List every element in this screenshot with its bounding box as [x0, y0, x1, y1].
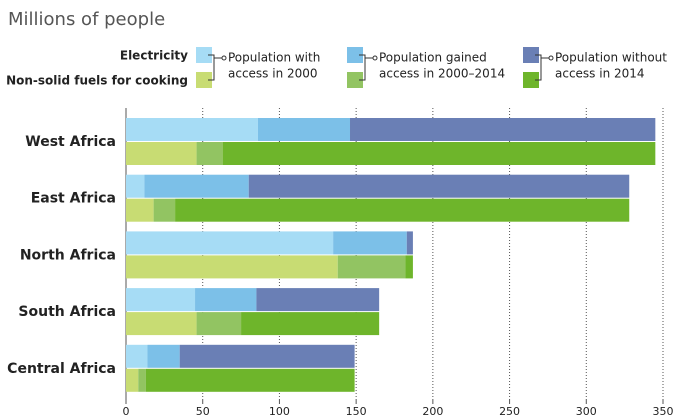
legend-connector	[535, 54, 549, 81]
legend-connector-dot	[372, 55, 378, 61]
category-label: East Africa	[31, 191, 116, 207]
category-label: South Africa	[18, 304, 116, 320]
bar-segment	[256, 288, 380, 312]
legend-connector-dot	[221, 55, 227, 61]
bar-segment	[126, 174, 145, 198]
x-tick-label: 350	[653, 405, 674, 418]
legend-swatch	[523, 47, 539, 63]
legend-label: Population gained	[379, 51, 487, 65]
bar-segment	[405, 255, 413, 279]
bar-segment	[153, 198, 176, 222]
bar-segment	[241, 312, 380, 336]
x-tick-label: 200	[422, 405, 443, 418]
legend-connector	[208, 54, 222, 81]
bar-segment	[248, 174, 630, 198]
legend-swatch	[523, 72, 539, 88]
x-tick-label: 50	[196, 405, 210, 418]
legend-swatch	[347, 72, 363, 88]
chart-title: Millions of people	[8, 9, 165, 30]
bar-segment	[222, 142, 656, 165]
legend-label: Population without	[555, 51, 667, 65]
legend-swatch	[196, 72, 212, 88]
bar-segment	[147, 344, 180, 368]
bar-segment	[126, 142, 197, 165]
x-tick-label: 0	[123, 405, 130, 418]
bar-segment	[337, 255, 406, 279]
x-tick-label: 150	[346, 405, 367, 418]
legend-label: Population with	[228, 51, 320, 65]
bar-segment	[138, 368, 146, 392]
legend-group-label: Non-solid fuels for cooking	[6, 74, 188, 88]
legend-label: access in 2000	[228, 67, 318, 81]
bar-segment	[126, 231, 334, 255]
bar-segment	[196, 142, 223, 165]
legend-connector-dot	[548, 55, 554, 61]
bar-segment	[126, 118, 258, 141]
bar-segment	[126, 288, 196, 312]
legend-group-label: Electricity	[120, 49, 188, 63]
category-label: Central Africa	[7, 361, 116, 377]
bar-segment	[126, 198, 154, 222]
legend-label: access in 2000–2014	[379, 67, 505, 81]
bar-segment	[175, 198, 630, 222]
bar-segment	[195, 288, 257, 312]
bar-segment	[144, 174, 249, 198]
bar-segment	[350, 118, 656, 141]
legend-connector	[359, 54, 373, 81]
bar-segment	[126, 344, 148, 368]
bar-segment	[257, 118, 351, 141]
bar-segment	[333, 231, 407, 255]
x-tick-label: 250	[499, 405, 520, 418]
x-tick-label: 100	[269, 405, 290, 418]
category-label: West Africa	[25, 134, 116, 150]
bar-segment	[126, 368, 139, 392]
bar-segment	[179, 344, 355, 368]
legend-label: access in 2014	[555, 67, 645, 81]
bar-segment	[126, 312, 197, 336]
bar-segment	[406, 231, 413, 255]
category-label: North Africa	[20, 247, 116, 263]
legend-swatch	[196, 47, 212, 63]
x-tick-label: 300	[576, 405, 597, 418]
bar-segment	[126, 255, 338, 279]
bar-segment	[196, 312, 242, 336]
bar-segment	[145, 368, 355, 392]
legend-swatch	[347, 47, 363, 63]
